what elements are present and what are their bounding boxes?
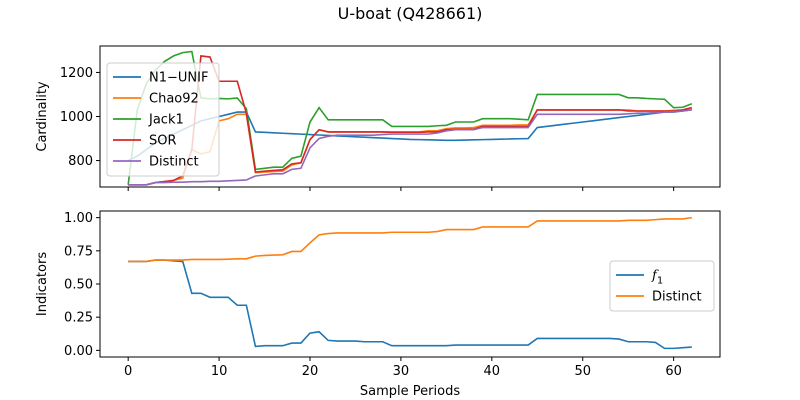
- x-tick-label: 20: [302, 364, 319, 379]
- cardinality-plot: 800 1000 1200 Cardinality N1−UNIF Chao92 Jack1…: [35, 45, 721, 191]
- series-line-n1-unif: [127, 109, 692, 162]
- legend-entry: Distinct: [149, 155, 199, 170]
- legend-entry: Chao92: [149, 92, 199, 107]
- x-tick-label: 10: [211, 364, 228, 379]
- y-tick-label: 0.50: [64, 278, 93, 293]
- indicators-plot: 0 10 20 30 40 50 60 0.00 0.25 0.50 0.75 1.00 Indicat…: [35, 210, 721, 399]
- series-line-sor: [128, 55, 693, 186]
- legend-entry: f1: [651, 269, 663, 287]
- legend-box: [609, 260, 715, 312]
- y-tick-label: 1000: [60, 110, 93, 125]
- y-axis-label: Indicators: [35, 252, 50, 316]
- series-line-jack1: [127, 50, 693, 185]
- x-tick-label: 40: [484, 364, 501, 379]
- series-line-distinct: [128, 109, 692, 186]
- series-line-distinct: [128, 216, 692, 263]
- x-tick-label: 60: [665, 364, 682, 379]
- legend-entry: Distinct: [652, 290, 702, 305]
- x-tick-label: 50: [574, 364, 591, 379]
- y-tick-label: 1200: [60, 66, 93, 81]
- y-tick-label: 0.25: [64, 311, 93, 326]
- legend-entry: N1−UNIF: [149, 71, 208, 86]
- y-axis-label: Cardinality: [35, 81, 50, 152]
- legend: N1−UNIF Chao92 Jack1 SOR Distinct: [106, 62, 220, 177]
- legend-entry: Jack1: [148, 113, 184, 128]
- x-tick-label: 30: [393, 364, 410, 379]
- legend: f1 Distinct: [609, 260, 715, 312]
- x-axis-label: Sample Periods: [360, 384, 460, 399]
- x-tick-label: 0: [124, 364, 132, 379]
- y-tick-label: 0.00: [64, 344, 93, 359]
- y-tick-label: 0.75: [64, 244, 93, 259]
- legend-box: [106, 62, 220, 177]
- y-tick-label: 800: [68, 154, 93, 169]
- series-line-f-1: [128, 259, 692, 350]
- chart-title: U-boat (Q428661): [338, 4, 483, 23]
- legend-entry: SOR: [149, 134, 177, 149]
- y-tick-label: 1.00: [64, 211, 93, 226]
